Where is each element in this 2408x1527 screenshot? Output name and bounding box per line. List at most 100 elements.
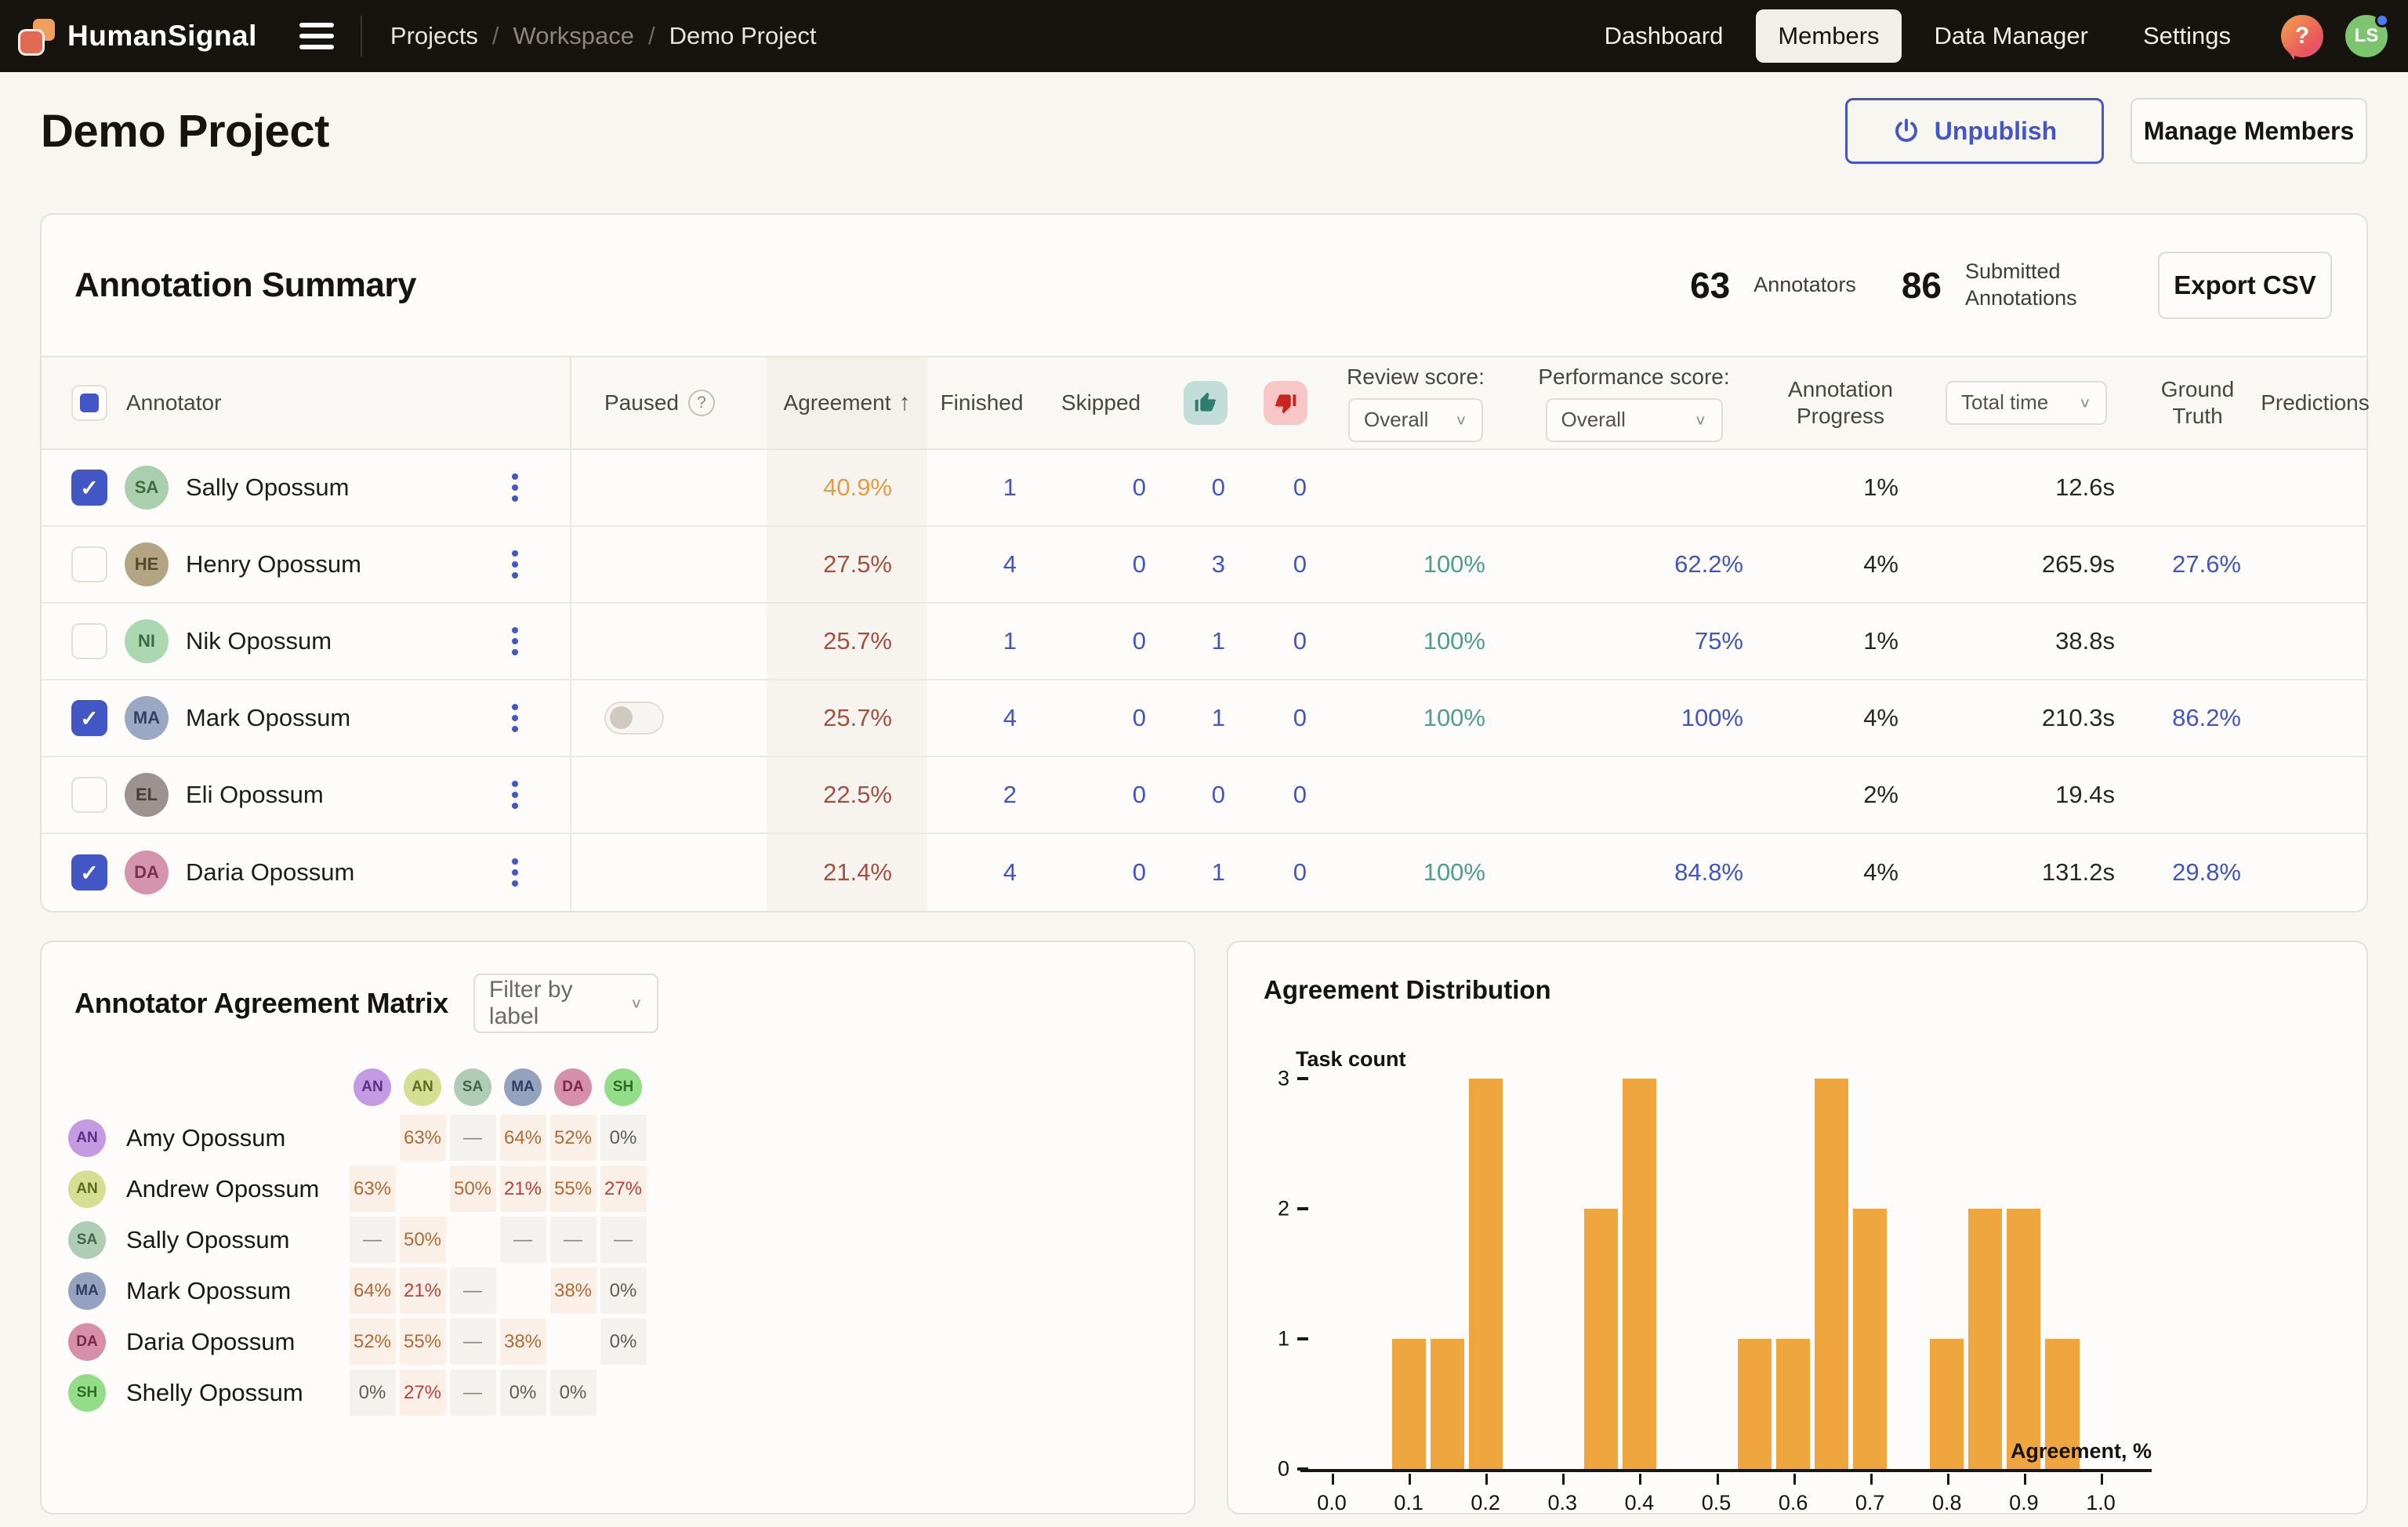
- paused-toggle[interactable]: [604, 702, 664, 734]
- kebab-menu-icon[interactable]: [507, 699, 523, 737]
- row-checkbox[interactable]: ✓: [71, 700, 107, 736]
- annotation-summary-title: Annotation Summary: [74, 266, 416, 305]
- skipped-value[interactable]: 0: [1036, 527, 1166, 602]
- rejected-value[interactable]: 0: [1245, 450, 1326, 525]
- unpublish-button[interactable]: Unpublish: [1845, 98, 2104, 164]
- rejected-value[interactable]: 0: [1245, 757, 1326, 832]
- matrix-cell: [450, 1217, 496, 1263]
- notification-dot: [2375, 13, 2389, 27]
- review-score-select[interactable]: Overall∨: [1348, 398, 1483, 442]
- breadcrumb-item[interactable]: Demo Project: [669, 22, 817, 50]
- avatar: DA: [125, 851, 169, 894]
- y-tick-label: 2: [1258, 1197, 1289, 1221]
- help-icon[interactable]: ?: [2281, 15, 2323, 57]
- matrix-cell: 50%: [450, 1166, 496, 1212]
- export-csv-button[interactable]: Export CSV: [2158, 252, 2332, 319]
- review-score-value: [1326, 757, 1505, 832]
- filter-by-label-select[interactable]: Filter by label∨: [473, 974, 658, 1033]
- finished-value[interactable]: 1: [927, 604, 1036, 679]
- nav-link-data-manager[interactable]: Data Manager: [1913, 9, 2110, 63]
- kebab-menu-icon[interactable]: [507, 546, 523, 583]
- avatar: SA: [68, 1221, 106, 1259]
- agreement-value: 27.5%: [767, 527, 927, 602]
- total-time-value: 265.9s: [1918, 527, 2134, 602]
- review-score-label: Review score:: [1347, 364, 1485, 390]
- x-tick: [1639, 1474, 1641, 1485]
- skipped-value[interactable]: 0: [1036, 450, 1166, 525]
- nav-link-dashboard[interactable]: Dashboard: [1583, 9, 1746, 63]
- skipped-value[interactable]: 0: [1036, 604, 1166, 679]
- rejected-value[interactable]: 0: [1245, 834, 1326, 911]
- row-checkbox[interactable]: [71, 777, 107, 813]
- paused-help-icon[interactable]: ?: [688, 390, 715, 416]
- select-all-checkbox[interactable]: [71, 385, 107, 421]
- accepted-value[interactable]: 1: [1166, 604, 1245, 679]
- kebab-menu-icon[interactable]: [507, 622, 523, 660]
- bar: [1584, 1209, 1618, 1469]
- avatar: AN: [68, 1170, 106, 1208]
- matrix-cell: 0%: [600, 1318, 647, 1365]
- kebab-menu-icon[interactable]: [507, 469, 523, 506]
- top-navbar: HumanSignal Projects/Workspace/Demo Proj…: [0, 0, 2408, 72]
- finished-value[interactable]: 4: [927, 527, 1036, 602]
- annotator-name: Mark Opossum: [186, 704, 350, 732]
- total-time-value: 38.8s: [1918, 604, 2134, 679]
- finished-value[interactable]: 4: [927, 680, 1036, 756]
- accepted-value[interactable]: 0: [1166, 757, 1245, 832]
- nav-link-members[interactable]: Members: [1756, 9, 1901, 63]
- annotation-progress-value: 4%: [1763, 680, 1918, 756]
- nav-divider: [361, 16, 362, 56]
- avatar: DA: [68, 1323, 106, 1361]
- finished-value[interactable]: 4: [927, 834, 1036, 911]
- matrix-cell: 27%: [400, 1369, 446, 1416]
- breadcrumb-item[interactable]: Projects: [390, 22, 478, 50]
- nav-link-settings[interactable]: Settings: [2121, 9, 2253, 63]
- skipped-value[interactable]: 0: [1036, 834, 1166, 911]
- chevron-down-icon: ∨: [2079, 394, 2091, 411]
- matrix-row: DADaria Opossum52%55%—38%0%: [68, 1316, 1194, 1367]
- skipped-value[interactable]: 0: [1036, 680, 1166, 756]
- row-checkbox[interactable]: ✓: [71, 854, 107, 890]
- y-tick: [1297, 1207, 1308, 1210]
- accepted-value[interactable]: 1: [1166, 834, 1245, 911]
- x-tick: [1409, 1474, 1411, 1485]
- user-avatar[interactable]: LS: [2345, 15, 2388, 57]
- performance-score-select[interactable]: Overall∨: [1546, 398, 1723, 442]
- skipped-value[interactable]: 0: [1036, 757, 1166, 832]
- review-score-value: [1326, 450, 1505, 525]
- row-checkbox[interactable]: [71, 546, 107, 582]
- ground-truth-value: 29.8%: [2134, 834, 2261, 911]
- breadcrumb: Projects/Workspace/Demo Project: [390, 22, 817, 50]
- chevron-down-icon: ∨: [630, 996, 643, 1012]
- col-agreement[interactable]: Agreement ↑: [767, 357, 927, 448]
- bar: [1623, 1079, 1656, 1469]
- x-tick: [1485, 1474, 1488, 1485]
- kebab-menu-icon[interactable]: [507, 776, 523, 814]
- row-checkbox[interactable]: [71, 623, 107, 659]
- table-row: HEHenry Opossum27.5%4030100%62.2%4%265.9…: [42, 527, 2366, 604]
- accepted-value[interactable]: 3: [1166, 527, 1245, 602]
- manage-members-button[interactable]: Manage Members: [2131, 98, 2367, 164]
- x-tick: [1562, 1474, 1565, 1485]
- total-time-select[interactable]: Total time∨: [1946, 381, 2107, 425]
- accepted-value[interactable]: 0: [1166, 450, 1245, 525]
- thumbs-down-icon: [1264, 381, 1307, 425]
- matrix-title: Annotator Agreement Matrix: [74, 987, 448, 1020]
- bar: [1469, 1079, 1503, 1469]
- breadcrumb-item[interactable]: Workspace: [513, 22, 635, 50]
- breadcrumb-separator: /: [492, 22, 499, 50]
- annotator-name: Eli Opossum: [186, 781, 324, 809]
- finished-value[interactable]: 1: [927, 450, 1036, 525]
- rejected-value[interactable]: 0: [1245, 680, 1326, 756]
- x-axis-title: Agreement, %: [2011, 1439, 2152, 1464]
- accepted-value[interactable]: 1: [1166, 680, 1245, 756]
- brand[interactable]: HumanSignal: [20, 19, 257, 53]
- rejected-value[interactable]: 0: [1245, 604, 1326, 679]
- row-checkbox[interactable]: ✓: [71, 470, 107, 506]
- review-score-value: 100%: [1326, 680, 1505, 756]
- kebab-menu-icon[interactable]: [507, 854, 523, 891]
- rejected-value[interactable]: 0: [1245, 527, 1326, 602]
- menu-icon[interactable]: [299, 23, 334, 49]
- finished-value[interactable]: 2: [927, 757, 1036, 832]
- matrix-cell: [500, 1268, 546, 1314]
